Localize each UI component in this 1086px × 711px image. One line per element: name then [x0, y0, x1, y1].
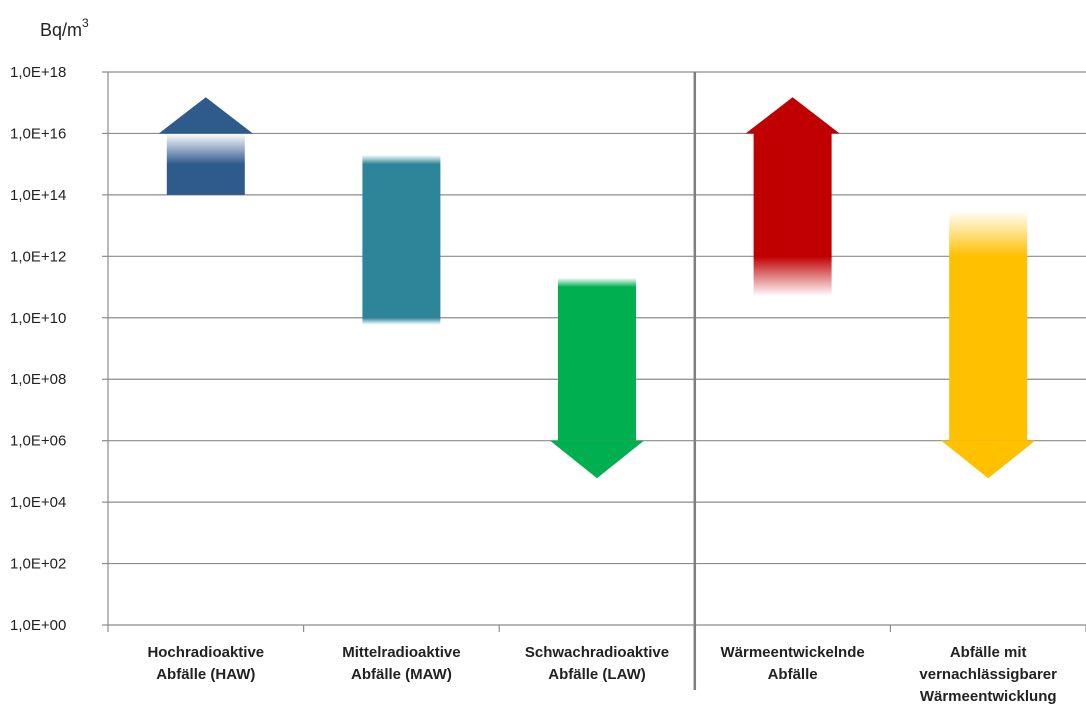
category-label: Schwachradioaktive — [525, 644, 669, 661]
y-axis-ticks: 1,0E+18 1,0E+16 1,0E+14 1,0E+12 1,0E+10 1,0E+… — [10, 64, 109, 634]
y-tick-label: 1,0E+18 — [10, 64, 66, 81]
y-tick-label: 1,0E+02 — [10, 556, 66, 573]
category-label: vernachlässigbarer — [919, 666, 1057, 683]
y-tick-label: 1,0E+04 — [10, 494, 66, 511]
category-label: Abfälle mit — [950, 644, 1027, 661]
range-bar — [362, 154, 441, 325]
category-label: Wärmeentwicklung — [920, 688, 1057, 705]
y-tick-label: 1,0E+16 — [10, 125, 66, 142]
category-label: Abfälle (MAW) — [351, 666, 452, 683]
category-label: Wärmeentwickelnde — [720, 644, 864, 661]
category-label: Hochradioaktive — [147, 644, 264, 661]
x-axis — [107, 72, 1086, 690]
range-bar — [558, 277, 636, 441]
y-tick-label: 1,0E+00 — [10, 617, 66, 634]
category-label: Abfälle — [768, 666, 818, 683]
y-tick-label: 1,0E+08 — [10, 371, 66, 388]
category-label: Abfälle (HAW) — [156, 666, 255, 683]
arrow-head-up — [158, 97, 253, 134]
y-tick-label: 1,0E+10 — [10, 310, 66, 327]
range-bar — [166, 133, 245, 195]
category-label: Mittelradioaktive — [342, 644, 460, 661]
category-label: Abfälle (LAW) — [548, 666, 646, 683]
arrow-head-down — [941, 440, 1036, 479]
y-unit-label: Bq/m3 — [40, 16, 89, 40]
y-tick-label: 1,0E+14 — [10, 187, 66, 204]
range-marks — [158, 97, 1036, 479]
category-labels: Hochradioaktive Abfälle (HAW) Mittelradioa… — [147, 644, 1057, 705]
arrow-head-down — [550, 440, 644, 479]
range-bar — [753, 133, 832, 297]
arrow-head-up — [745, 97, 840, 134]
y-tick-label: 1,0E+12 — [10, 248, 66, 265]
y-tick-label: 1,0E+06 — [10, 433, 66, 450]
range-bar — [949, 210, 1028, 441]
